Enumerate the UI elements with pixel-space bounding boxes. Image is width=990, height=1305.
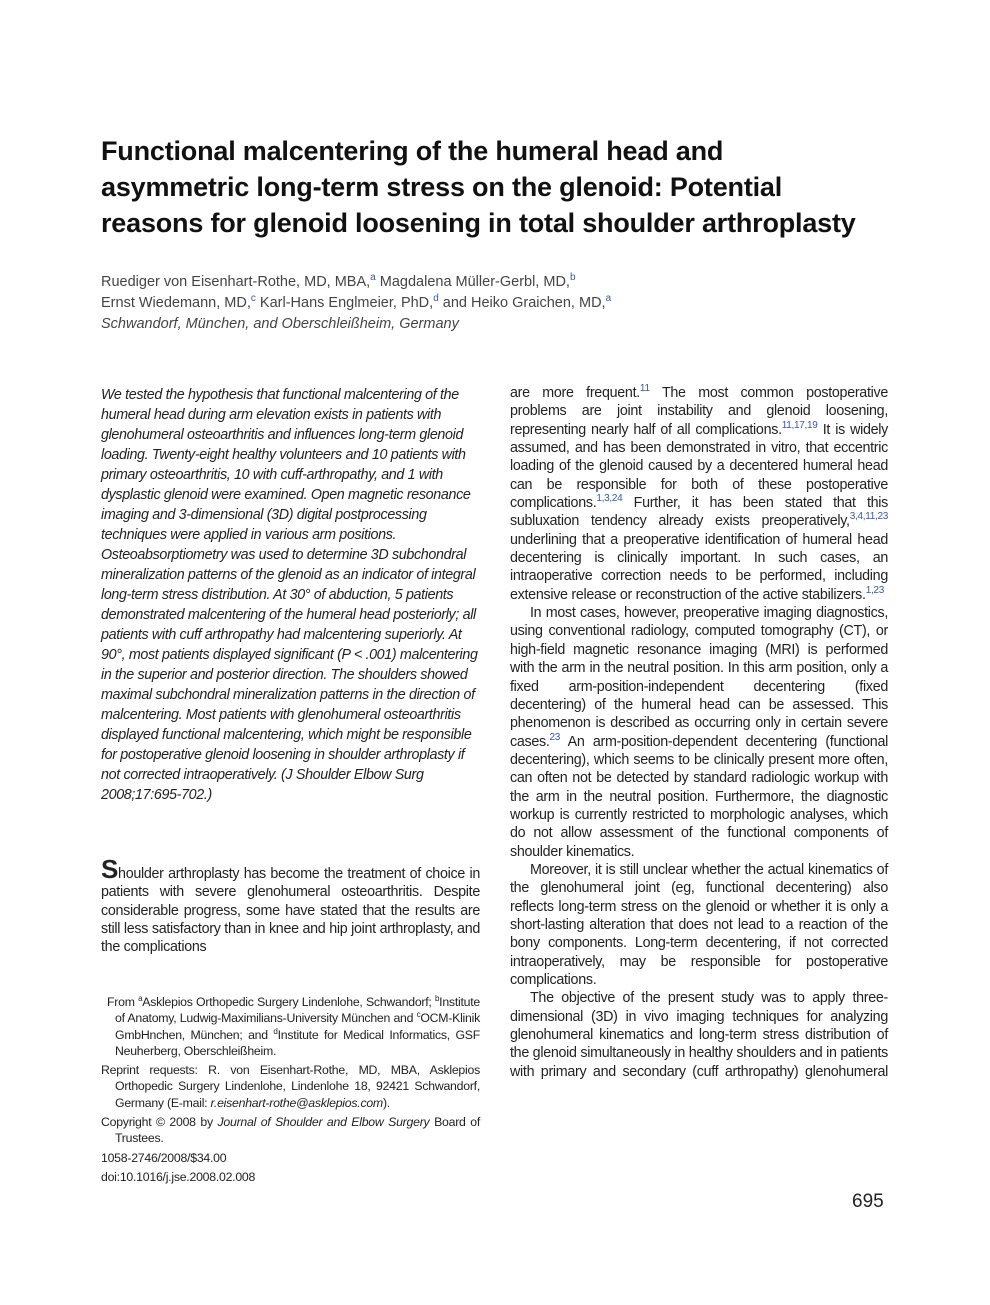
- text-run: underlining that a preoperative identifi…: [510, 531, 888, 603]
- text-run: 1058-2746/2008/$34.00: [101, 1150, 227, 1165]
- footnotes: From aAsklepios Orthopedic Surgery Linde…: [101, 994, 480, 1188]
- page-number: 695: [852, 1191, 884, 1212]
- footnote: Reprint requests: R. von Eisenhart-Rothe…: [101, 1062, 480, 1111]
- body-paragraph: are more frequent.11 The most common pos…: [510, 384, 888, 604]
- text-run: An arm-position-dependent decentering (f…: [510, 733, 888, 860]
- reference: d: [433, 293, 439, 305]
- reference: 11,17,19: [781, 419, 818, 431]
- text-run: Institute of Anatomy, Ludwig-Maximilians…: [115, 995, 480, 1026]
- footnote: Copyright © 2008 by Journal of Shoulder …: [101, 1114, 480, 1147]
- text-run: and Heiko Graichen, MD,: [438, 295, 606, 311]
- title-line: asymmetric long-term stress on the gleno…: [101, 172, 783, 202]
- footnote: From aAsklepios Orthopedic Surgery Linde…: [101, 994, 480, 1059]
- reference: 3,4,11,23: [849, 511, 889, 523]
- body-paragraph: Moreover, it is still unclear whether th…: [510, 861, 888, 989]
- text-run: Ruediger von Eisenhart-Rothe, MD, MBA,: [101, 274, 371, 290]
- intro-paragraph: Shoulder arthroplasty has become the tre…: [101, 856, 480, 957]
- reference: c: [250, 293, 256, 305]
- right-column: are more frequent.11 The most common pos…: [510, 384, 888, 1081]
- text-run: doi:10.1016/j.jse.2008.02.008: [101, 1169, 256, 1184]
- reference: a: [370, 272, 376, 284]
- article-title: Functional malcentering of the humeral h…: [101, 133, 901, 241]
- text-run: are more frequent.: [510, 385, 640, 401]
- author-line: Ernst Wiedemann, MD,c Karl-Hans Englmeie…: [101, 293, 801, 314]
- text-run: Ernst Wiedemann, MD,: [101, 295, 251, 311]
- reference: 1,3,24: [596, 493, 623, 505]
- reference: b: [434, 993, 440, 1003]
- text-run: It is widely assumed, and has been demon…: [510, 421, 889, 512]
- reference: b: [569, 272, 576, 284]
- text-run: OCM-Klinik GmbHnchen, München; and: [115, 1011, 480, 1042]
- text-run: Magdalena Müller-Gerbl, MD,: [375, 274, 570, 290]
- footnote: doi:10.1016/j.jse.2008.02.008: [101, 1169, 480, 1185]
- text-run: In most cases, however, preoperative ima…: [510, 605, 888, 750]
- reference: c: [416, 1010, 421, 1020]
- text-run: houlder arthroplasty has become the trea…: [101, 866, 480, 956]
- text-run: Further, it has been stated that this su…: [510, 495, 888, 530]
- text-run: Asklepios Orthopedic Surgery Lindenlohe,…: [142, 995, 435, 1009]
- text-run: Karl-Hans Englmeier, PhD,: [255, 295, 434, 311]
- author-block: Ruediger von Eisenhart-Rothe, MD, MBA,a …: [101, 272, 801, 335]
- footnote: 1058-2746/2008/$34.00: [101, 1150, 480, 1166]
- text-run: The objective of the present study was t…: [510, 990, 888, 1080]
- abstract: We tested the hypothesis that functional…: [101, 387, 478, 803]
- italic-run: r.eisenhart-rothe@asklepios.com: [210, 1095, 384, 1110]
- drop-cap: S: [101, 854, 119, 884]
- reference: 11: [639, 383, 650, 395]
- reference: 1,23: [865, 585, 885, 597]
- title-line: reasons for glenoid loosening in total s…: [101, 208, 856, 238]
- text-run: Reprint requests: R. von Eisenhart-Rothe…: [101, 1063, 480, 1110]
- location: Schwandorf, München, and Oberschleißheim…: [101, 316, 459, 332]
- italic-run: Journal of Shoulder and Elbow Surgery: [217, 1115, 430, 1130]
- text-run: Moreover, it is still unclear whether th…: [510, 861, 888, 988]
- author-line: Ruediger von Eisenhart-Rothe, MD, MBA,a …: [101, 272, 801, 293]
- text-run: The most common postoperative problems a…: [510, 385, 889, 438]
- reference: 23: [549, 731, 561, 743]
- text-run: ).: [382, 1095, 390, 1110]
- reference: d: [273, 1026, 278, 1036]
- text-run: Institute for Medical Informatics, GSF N…: [115, 1027, 481, 1058]
- body-paragraph: The objective of the present study was t…: [510, 989, 888, 1081]
- reference: a: [138, 993, 143, 1003]
- text-run: Board of Trustees.: [115, 1115, 481, 1146]
- title-line: Functional malcentering of the humeral h…: [101, 136, 724, 166]
- reference: a: [605, 293, 612, 305]
- text-run: Copyright © 2008 by: [101, 1115, 218, 1130]
- body-paragraph: In most cases, however, preoperative ima…: [510, 604, 888, 861]
- text-run: From: [107, 995, 139, 1009]
